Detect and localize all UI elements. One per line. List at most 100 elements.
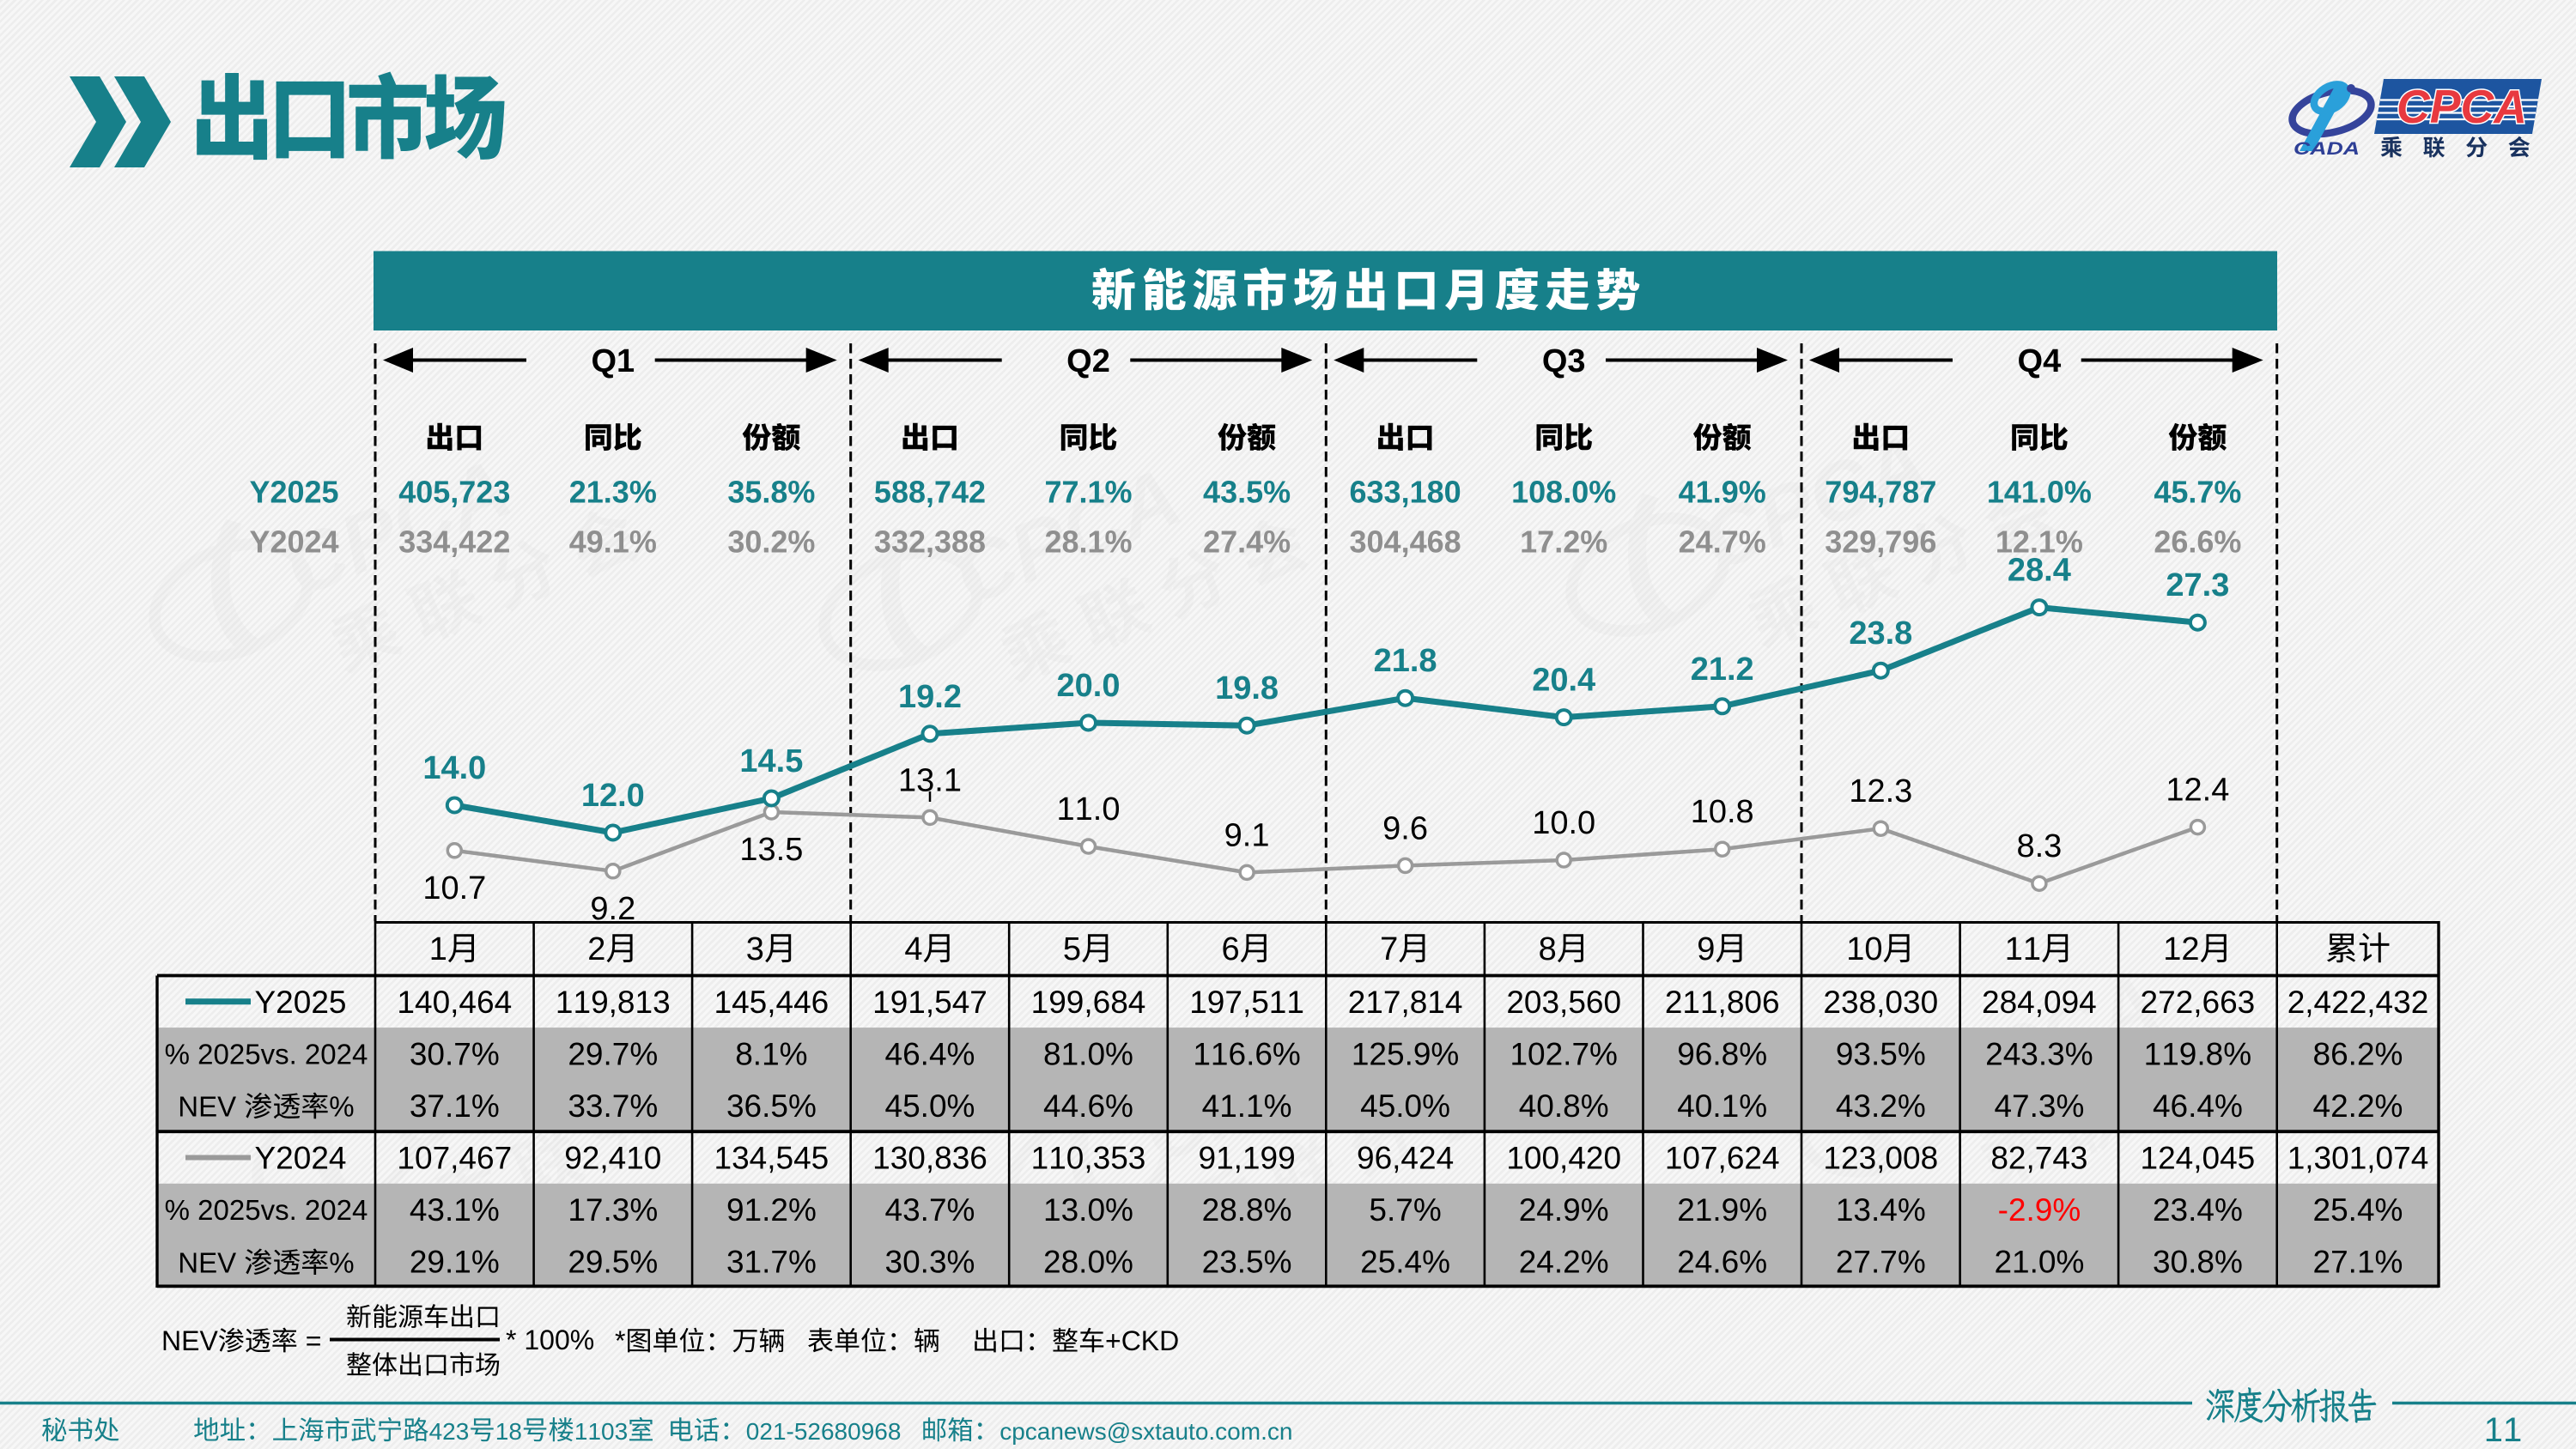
svg-text:1: 1	[429, 931, 447, 967]
svg-text:145,446: 145,446	[714, 985, 829, 1020]
svg-text:30.7%: 30.7%	[410, 1036, 500, 1071]
svg-text:304,468: 304,468	[1350, 524, 1461, 560]
svg-text:=: =	[306, 1325, 322, 1356]
svg-text:17.2%: 17.2%	[1520, 524, 1607, 560]
svg-text:28.8%: 28.8%	[1202, 1192, 1292, 1228]
svg-text:10: 10	[1846, 931, 1882, 967]
svg-text:108.0%: 108.0%	[1511, 475, 1616, 510]
svg-text:43.7%: 43.7%	[885, 1192, 975, 1228]
svg-text:2: 2	[587, 931, 605, 967]
svg-text:21.0%: 21.0%	[1994, 1245, 2084, 1280]
svg-text:40.1%: 40.1%	[1677, 1088, 1767, 1124]
svg-text:91.2%: 91.2%	[726, 1192, 817, 1228]
svg-text:211,806: 211,806	[1665, 985, 1780, 1020]
svg-text:423: 423	[429, 1418, 470, 1445]
svg-text:27.7%: 27.7%	[1836, 1245, 1926, 1280]
svg-text:Y2024: Y2024	[249, 524, 338, 560]
svg-text:30.2%: 30.2%	[727, 524, 815, 560]
svg-text:20.0: 20.0	[1057, 668, 1121, 704]
svg-text:18: 18	[495, 1418, 522, 1445]
svg-text:13.0%: 13.0%	[1043, 1192, 1133, 1228]
svg-text:27.1%: 27.1%	[2313, 1245, 2403, 1280]
svg-text:NEV: NEV	[178, 1091, 236, 1123]
svg-text:20.4: 20.4	[1532, 663, 1595, 699]
svg-text:10.7: 10.7	[422, 870, 486, 906]
svg-text:107,467: 107,467	[397, 1141, 512, 1176]
svg-text:25.4%: 25.4%	[2313, 1192, 2403, 1228]
svg-text:43.5%: 43.5%	[1203, 475, 1291, 510]
svg-text:35.8%: 35.8%	[727, 475, 815, 510]
svg-text:25.4%: 25.4%	[1360, 1245, 1450, 1280]
svg-text:Q3: Q3	[1542, 343, 1586, 379]
svg-text:* 100%: * 100%	[506, 1325, 594, 1355]
svg-text:% 2025vs. 2024: % 2025vs. 2024	[165, 1194, 368, 1226]
svg-text:24.2%: 24.2%	[1519, 1245, 1609, 1280]
svg-text:334,422: 334,422	[398, 524, 510, 560]
svg-text:10.8: 10.8	[1691, 794, 1754, 830]
svg-text:41.1%: 41.1%	[1202, 1088, 1292, 1124]
svg-text:37.1%: 37.1%	[410, 1088, 500, 1124]
svg-text:272,663: 272,663	[2141, 985, 2256, 1020]
svg-text:77.1%: 77.1%	[1044, 475, 1132, 510]
svg-text:27.4%: 27.4%	[1203, 524, 1291, 560]
svg-text:29.5%: 29.5%	[568, 1245, 658, 1280]
svg-text:794,787: 794,787	[1825, 475, 1936, 510]
svg-text:12.1%: 12.1%	[1996, 524, 2083, 560]
svg-text:130,836: 130,836	[872, 1141, 987, 1176]
svg-text:46.4%: 46.4%	[885, 1036, 975, 1071]
svg-text:Y2024: Y2024	[255, 1141, 347, 1176]
svg-text:6: 6	[1222, 931, 1240, 967]
svg-text:11.0: 11.0	[1057, 791, 1121, 828]
svg-text:11: 11	[2484, 1411, 2523, 1449]
svg-text:588,742: 588,742	[874, 475, 986, 510]
svg-text:28.1%: 28.1%	[1044, 524, 1132, 560]
svg-text:238,030: 238,030	[1823, 985, 1938, 1020]
svg-text:41.9%: 41.9%	[1679, 475, 1766, 510]
svg-text:23.5%: 23.5%	[1202, 1245, 1292, 1280]
svg-text:cpcanews@sxtauto.com.cn: cpcanews@sxtauto.com.cn	[999, 1418, 1292, 1445]
svg-text:29.1%: 29.1%	[410, 1245, 500, 1280]
svg-text:%: %	[329, 1091, 354, 1123]
svg-text:26.6%: 26.6%	[2154, 524, 2241, 560]
svg-text:12: 12	[2163, 931, 2199, 967]
svg-text:21.3%: 21.3%	[569, 475, 657, 510]
svg-text:+CKD: +CKD	[1105, 1325, 1179, 1356]
svg-text:199,684: 199,684	[1031, 985, 1146, 1020]
svg-text:197,511: 197,511	[1189, 985, 1304, 1020]
svg-text:134,545: 134,545	[714, 1141, 829, 1176]
svg-text:82,743: 82,743	[1990, 1141, 2087, 1176]
svg-text:CADA: CADA	[2293, 139, 2360, 159]
svg-text:Q4: Q4	[2018, 343, 2062, 379]
svg-text:405,723: 405,723	[398, 475, 510, 510]
svg-text:Q2: Q2	[1066, 343, 1110, 379]
svg-text:42.2%: 42.2%	[2313, 1088, 2403, 1124]
svg-text:1,301,074: 1,301,074	[2287, 1141, 2429, 1176]
svg-text:% 2025vs. 2024: % 2025vs. 2024	[165, 1038, 368, 1070]
svg-text:110,353: 110,353	[1031, 1141, 1146, 1176]
svg-text:NEV: NEV	[178, 1246, 236, 1278]
svg-text:203,560: 203,560	[1506, 985, 1621, 1020]
svg-text:49.1%: 49.1%	[569, 524, 657, 560]
svg-text:7: 7	[1380, 931, 1398, 967]
svg-text:CPCA: CPCA	[2397, 80, 2527, 133]
svg-text:86.2%: 86.2%	[2313, 1036, 2403, 1071]
svg-text:191,547: 191,547	[872, 985, 987, 1020]
svg-text:116.6%: 116.6%	[1193, 1036, 1301, 1071]
svg-text:11: 11	[2005, 931, 2041, 967]
svg-text:40.8%: 40.8%	[1519, 1088, 1609, 1124]
svg-text:44.6%: 44.6%	[1043, 1088, 1133, 1124]
svg-text:81.0%: 81.0%	[1043, 1036, 1133, 1071]
svg-text:91,199: 91,199	[1199, 1141, 1296, 1176]
svg-text:Y2025: Y2025	[255, 985, 347, 1020]
svg-text:21.8: 21.8	[1374, 643, 1437, 679]
svg-text:28.4: 28.4	[2008, 553, 2071, 589]
svg-text:12.0: 12.0	[581, 778, 645, 814]
svg-text:8.3: 8.3	[2016, 828, 2062, 864]
svg-text:23.8: 23.8	[1849, 615, 1912, 652]
svg-text:29.7%: 29.7%	[568, 1036, 658, 1071]
svg-text:2,422,432: 2,422,432	[2287, 985, 2429, 1020]
svg-text:-2.9%: -2.9%	[1998, 1192, 2081, 1228]
svg-text:45.0%: 45.0%	[885, 1088, 975, 1124]
svg-text:10.0: 10.0	[1532, 805, 1595, 841]
svg-text:217,814: 217,814	[1348, 985, 1463, 1020]
